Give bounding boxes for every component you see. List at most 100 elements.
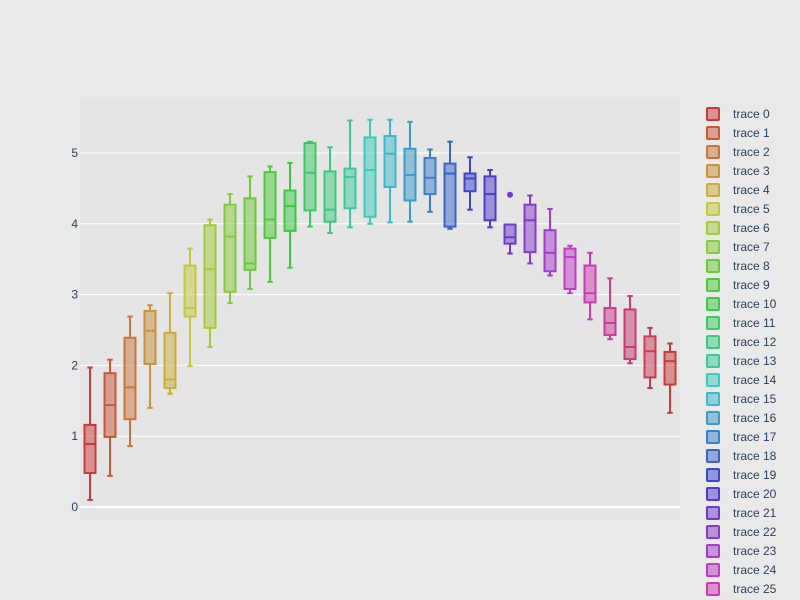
legend-label: trace 24 [733,563,777,577]
box-trace-19[interactable] [463,156,477,211]
box-trace-4[interactable] [163,292,177,395]
legend-item[interactable]: trace 5 [706,202,770,216]
legend-swatch [706,392,720,406]
legend-label: trace 14 [733,373,777,387]
box-trace-2[interactable] [123,315,137,448]
legend-item[interactable]: trace 17 [706,430,777,444]
box-trace-0[interactable] [83,366,97,501]
box-iqr [243,197,257,271]
box-trace-25[interactable] [583,251,597,321]
legend-item[interactable]: trace 1 [706,126,770,140]
box-trace-11[interactable] [303,140,317,228]
legend[interactable]: trace 0 trace 1 trace 2 trace 3 trace 4 trace… [706,107,777,596]
legend-label: trace 9 [733,278,770,292]
legend-label: trace 10 [733,297,777,311]
box-iqr [623,308,637,361]
legend-item[interactable]: trace 3 [706,164,770,178]
box-trace-9[interactable] [263,165,277,283]
legend-swatch [706,430,720,444]
y-tick-label: 3 [71,288,78,302]
box-trace-16[interactable] [403,120,417,223]
legend-swatch [706,164,720,178]
box-trace-22[interactable] [523,194,537,265]
legend-label: trace 1 [733,126,770,140]
y-tick-label: 1 [71,429,78,443]
box-iqr [483,175,497,222]
legend-item[interactable]: trace 6 [706,221,770,235]
box-iqr [323,170,337,223]
box-trace-28[interactable] [643,326,657,390]
box-trace-21[interactable] [503,191,517,255]
y-tick-labels: 0 1 2 3 4 5 [71,146,78,514]
box-trace-12[interactable] [323,146,337,235]
legend-swatch [706,506,720,520]
legend-item[interactable]: trace 21 [706,506,777,520]
box-iqr [183,264,197,318]
legend-item[interactable]: trace 24 [706,563,777,577]
box-iqr [443,162,457,228]
box-trace-6[interactable] [203,218,217,348]
box-iqr [503,223,517,245]
box-iqr [423,156,437,196]
legend-item[interactable]: trace 7 [706,240,770,254]
legend-item[interactable]: trace 23 [706,544,777,558]
legend-label: trace 22 [733,525,777,539]
legend-item[interactable]: trace 12 [706,335,777,349]
box-trace-29[interactable] [663,342,677,414]
box-trace-10[interactable] [283,161,297,269]
box-trace-8[interactable] [243,175,257,290]
legend-swatch [706,145,720,159]
legend-swatch [706,202,720,216]
box-trace-27[interactable] [623,295,637,365]
box-trace-15[interactable] [383,118,397,224]
box-layer [83,118,677,501]
box-iqr [83,423,97,475]
legend-label: trace 7 [733,240,770,254]
legend-swatch [706,411,720,425]
box-trace-24[interactable] [563,244,577,295]
legend-item[interactable]: trace 2 [706,145,770,159]
legend-item[interactable]: trace 14 [706,373,777,387]
legend-item[interactable]: trace 0 [706,107,770,121]
box-trace-26[interactable] [603,277,617,341]
legend-swatch [706,183,720,197]
legend-swatch [706,316,720,330]
legend-item[interactable]: trace 20 [706,487,777,501]
box-iqr [303,142,317,212]
legend-label: trace 4 [733,183,770,197]
box-trace-7[interactable] [223,193,237,305]
box-trace-5[interactable] [183,247,197,368]
box-trace-1[interactable] [103,358,117,477]
box-trace-17[interactable] [423,148,437,213]
box-trace-3[interactable] [143,304,157,409]
legend-item[interactable]: trace 8 [706,259,770,273]
box-iqr [143,309,157,365]
box-trace-14[interactable] [363,118,377,225]
legend-label: trace 3 [733,164,770,178]
legend-swatch [706,335,720,349]
box-trace-23[interactable] [543,207,557,277]
box-trace-18[interactable] [443,140,457,230]
legend-item[interactable]: trace 9 [706,278,770,292]
box-trace-20[interactable] [483,168,497,229]
legend-item[interactable]: trace 18 [706,449,777,463]
legend-item[interactable]: trace 13 [706,354,777,368]
legend-swatch [706,487,720,501]
legend-swatch [706,107,720,121]
box-trace-13[interactable] [343,119,357,229]
legend-item[interactable]: trace 25 [706,582,777,596]
legend-item[interactable]: trace 22 [706,525,777,539]
box-iqr [363,136,377,218]
legend-swatch [706,449,720,463]
legend-label: trace 0 [733,107,770,121]
legend-label: trace 20 [733,487,777,501]
legend-swatch [706,354,720,368]
legend-item[interactable]: trace 19 [706,468,777,482]
legend-item[interactable]: trace 15 [706,392,777,406]
legend-item[interactable]: trace 16 [706,411,777,425]
legend-label: trace 8 [733,259,770,273]
legend-item[interactable]: trace 4 [706,183,770,197]
legend-label: trace 25 [733,582,777,596]
legend-item[interactable]: trace 10 [706,297,777,311]
legend-item[interactable]: trace 11 [706,316,776,330]
